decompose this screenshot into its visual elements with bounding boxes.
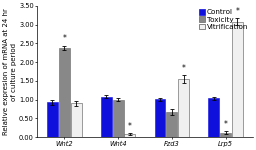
Bar [178, 79, 189, 137]
Bar [113, 100, 123, 137]
Bar [208, 99, 219, 137]
Text: *: * [182, 64, 186, 73]
Bar [47, 102, 58, 137]
Bar [59, 48, 70, 137]
Legend: Control, Toxicity, Vitrification: Control, Toxicity, Vitrification [198, 8, 249, 31]
Text: *: * [236, 7, 239, 16]
Text: *: * [224, 120, 228, 129]
Bar [220, 133, 231, 137]
Bar [232, 22, 243, 137]
Y-axis label: Relative expresion of mRNA at 24 hr
of culture period: Relative expresion of mRNA at 24 hr of c… [4, 8, 17, 135]
Bar [71, 103, 81, 137]
Bar [124, 134, 135, 137]
Bar [101, 97, 112, 137]
Text: *: * [62, 34, 66, 43]
Bar [166, 112, 177, 137]
Text: *: * [128, 122, 132, 131]
Bar [155, 99, 165, 137]
